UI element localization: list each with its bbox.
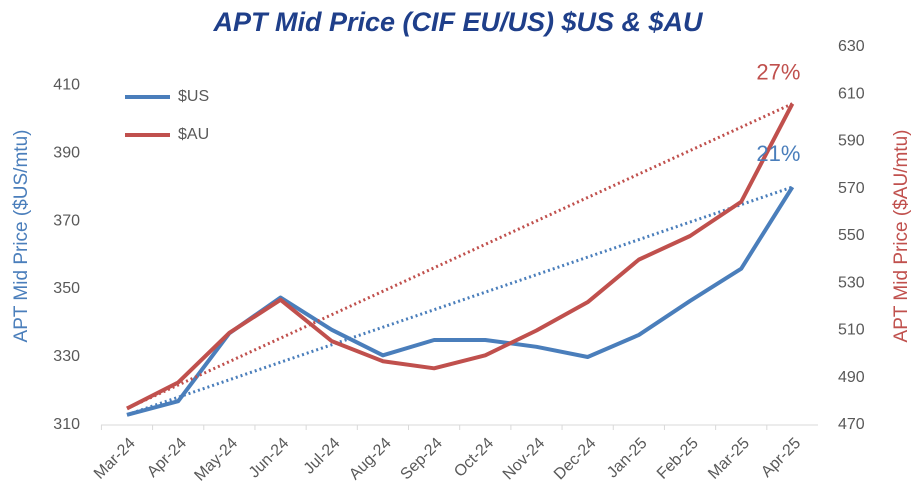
x-tick-label: Nov-24 bbox=[500, 435, 549, 484]
legend-label: $AU bbox=[178, 126, 209, 143]
legend-label: $US bbox=[178, 88, 209, 105]
y2-tick-label: 570 bbox=[838, 180, 865, 197]
x-tick-label: Mar-24 bbox=[91, 435, 139, 483]
x-tick-label: May-24 bbox=[191, 435, 241, 485]
y-tick-label: 330 bbox=[53, 348, 80, 365]
x-tick-label: Mar-25 bbox=[705, 435, 753, 483]
annotation: 21% bbox=[756, 141, 800, 166]
y2-tick-label: 490 bbox=[838, 369, 865, 386]
annotation: 27% bbox=[756, 60, 800, 85]
y2-tick-label: 530 bbox=[838, 274, 865, 291]
y-tick-label: 310 bbox=[53, 416, 80, 433]
x-tick-label: Jan-25 bbox=[604, 435, 651, 482]
y2-tick-label: 590 bbox=[838, 133, 865, 150]
x-tick-label: Jul-24 bbox=[301, 435, 344, 478]
y-tick-label: 370 bbox=[53, 212, 80, 229]
x-tick-label: Aug-24 bbox=[346, 435, 395, 484]
y2-tick-label: 610 bbox=[838, 85, 865, 102]
y-tick-label: 350 bbox=[53, 280, 80, 297]
y-tick-label: 410 bbox=[53, 76, 80, 93]
y2-tick-label: 630 bbox=[838, 38, 865, 55]
y-axis-label: APT Mid Price ($US/mtu) bbox=[11, 130, 32, 343]
trend-line bbox=[126, 102, 794, 410]
x-tick-label: Sep-24 bbox=[397, 435, 446, 484]
x-tick-label: Dec-24 bbox=[551, 435, 600, 484]
x-tick-label: Apr-24 bbox=[144, 435, 190, 481]
x-tick-label: Apr-25 bbox=[758, 435, 804, 481]
chart-title: APT Mid Price (CIF EU/US) $US & $AU bbox=[212, 7, 704, 37]
series-line bbox=[126, 102, 795, 411]
x-tick-label: Feb-25 bbox=[654, 435, 702, 483]
y2-tick-label: 510 bbox=[838, 322, 865, 339]
y2-tick-label: 550 bbox=[838, 227, 865, 244]
x-tick-label: Jun-24 bbox=[246, 435, 293, 482]
y-tick-label: 390 bbox=[53, 144, 80, 161]
x-tick-label: Oct-24 bbox=[451, 435, 497, 481]
trend-line bbox=[126, 185, 793, 417]
y2-tick-label: 470 bbox=[838, 416, 865, 433]
y2-axis-label: APT Mid Price ($AU/mtu) bbox=[891, 130, 912, 343]
